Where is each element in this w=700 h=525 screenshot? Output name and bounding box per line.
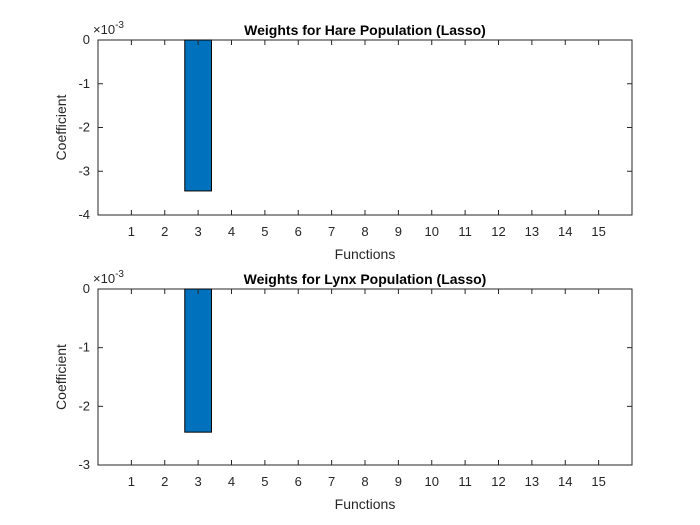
y-exponent-label: ×10-3: [93, 20, 124, 37]
x-tick-label: 2: [161, 474, 168, 489]
y-tick-label: -2: [78, 398, 90, 413]
x-tick-label: 9: [395, 474, 402, 489]
x-tick-label: 14: [558, 224, 572, 239]
x-tick-label: 12: [491, 474, 505, 489]
x-tick-label: 4: [228, 474, 235, 489]
y-tick-label: 0: [83, 281, 90, 296]
x-tick-label: 11: [458, 224, 472, 239]
y-tick-label: 0: [83, 32, 90, 47]
y-axis-label: Coefficient: [53, 94, 69, 160]
x-tick-label: 3: [195, 474, 202, 489]
x-tick-label: 1: [128, 474, 135, 489]
x-tick-label: 13: [525, 474, 539, 489]
bar-3: [184, 39, 212, 192]
x-tick-label: 12: [491, 224, 505, 239]
y-tick-label: -1: [78, 340, 90, 355]
x-tick-label: 9: [395, 224, 402, 239]
x-tick-label: 3: [195, 224, 202, 239]
x-tick-label: 8: [361, 474, 368, 489]
axes-box: [97, 39, 633, 216]
y-exponent-label: ×10-3: [93, 269, 124, 286]
axes-box: [97, 288, 633, 466]
x-tick-label: 6: [295, 224, 302, 239]
chart-title: Weights for Hare Population (Lasso): [244, 22, 486, 38]
x-tick-label: 5: [261, 474, 268, 489]
x-tick-label: 5: [261, 224, 268, 239]
x-tick-label: 11: [458, 474, 472, 489]
y-tick-label: -3: [78, 457, 90, 472]
x-tick-label: 4: [228, 224, 235, 239]
x-tick-label: 10: [425, 224, 439, 239]
x-tick-label: 15: [591, 224, 605, 239]
x-tick-label: 2: [161, 224, 168, 239]
chart-title: Weights for Lynx Population (Lasso): [244, 271, 487, 287]
x-tick-label: 1: [128, 224, 135, 239]
x-tick-label: 14: [558, 474, 572, 489]
subplot-1: 0-1-2-3-41 2 3 4 5 6 7 8 9 10 11 12 13 14 15×10-3 Weigh…: [53, 20, 633, 262]
x-tick-label: 7: [328, 224, 335, 239]
y-tick-label: -1: [78, 76, 90, 91]
y-axis-label: Coefficient: [53, 344, 69, 410]
x-tick-label: 13: [525, 224, 539, 239]
y-tick-label: -3: [78, 163, 90, 178]
x-tick-label: 15: [591, 474, 605, 489]
x-tick-label: 7: [328, 474, 335, 489]
bar-3: [184, 288, 212, 433]
x-tick-label: 10: [425, 474, 439, 489]
y-tick-label: -4: [78, 207, 90, 222]
y-tick-label: -2: [78, 120, 90, 135]
x-axis-label: Functions: [335, 246, 396, 262]
x-tick-label: 8: [361, 224, 368, 239]
subplot-2: 0-1-2-31 2 3 4 5 6 7 8 9 10 11 12 13 14 15×10-3 Weights…: [53, 269, 633, 512]
x-tick-label: 6: [295, 474, 302, 489]
x-axis-label: Functions: [335, 496, 396, 512]
